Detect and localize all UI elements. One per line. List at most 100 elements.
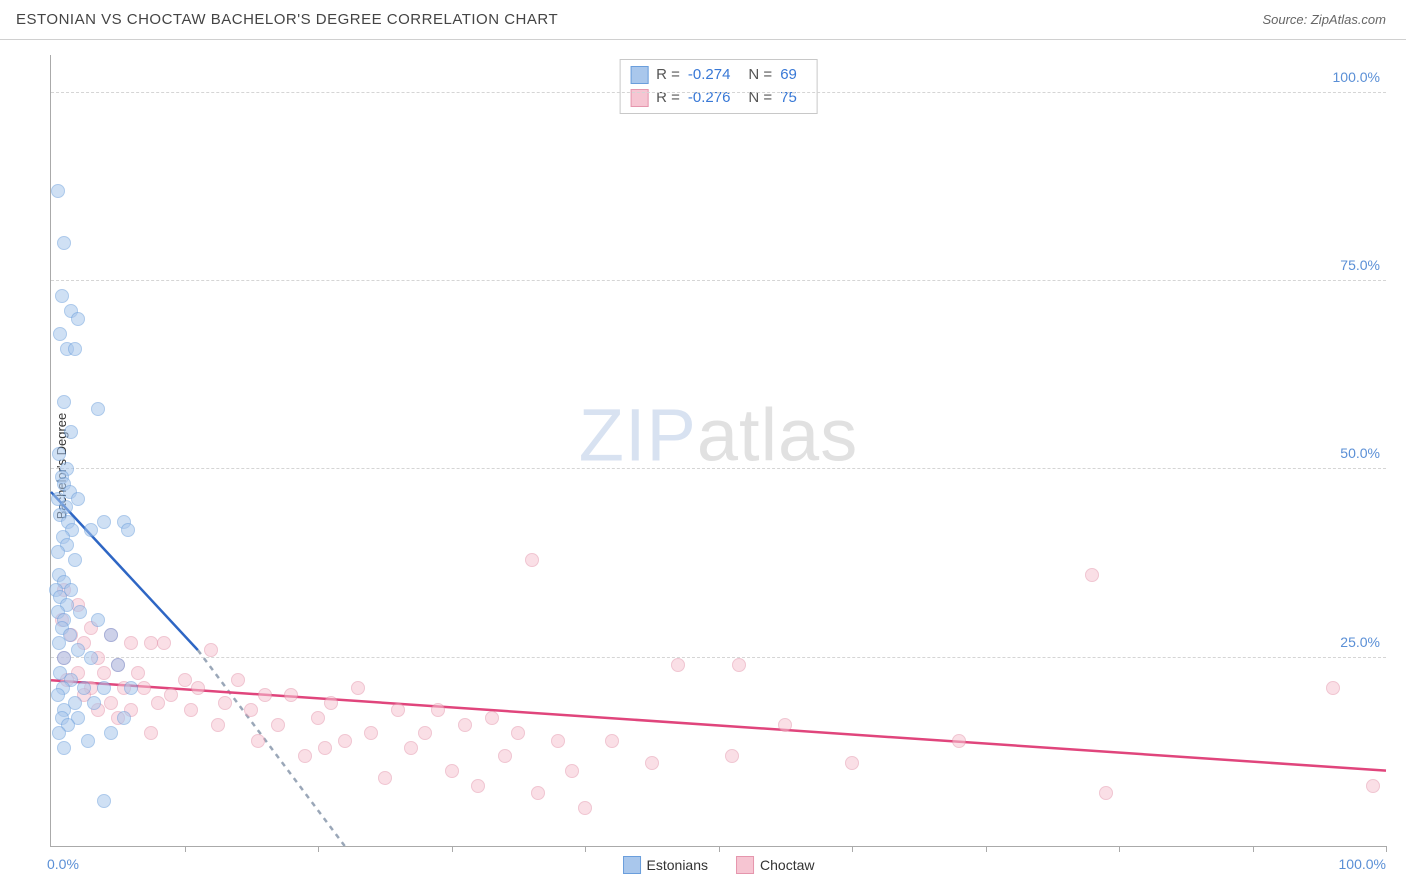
data-point-estonians bbox=[84, 651, 98, 665]
correlation-row-choctaw: R = -0.276 N = 75 bbox=[630, 87, 807, 110]
data-point-estonians bbox=[57, 741, 71, 755]
data-point-choctaw bbox=[151, 696, 165, 710]
data-point-estonians bbox=[104, 628, 118, 642]
data-point-choctaw bbox=[578, 801, 592, 815]
data-point-choctaw bbox=[204, 643, 218, 657]
correlation-row-estonians: R = -0.274 N = 69 bbox=[630, 64, 807, 87]
r-label: R = bbox=[656, 87, 680, 110]
r-value-choctaw: -0.276 bbox=[688, 87, 731, 110]
data-point-estonians bbox=[68, 342, 82, 356]
data-point-estonians bbox=[91, 402, 105, 416]
data-point-choctaw bbox=[178, 673, 192, 687]
data-point-choctaw bbox=[157, 636, 171, 650]
data-point-choctaw bbox=[258, 688, 272, 702]
source-prefix: Source: bbox=[1262, 12, 1310, 27]
data-point-choctaw bbox=[364, 726, 378, 740]
data-point-choctaw bbox=[391, 703, 405, 717]
data-point-estonians bbox=[53, 327, 67, 341]
data-point-estonians bbox=[57, 236, 71, 250]
grid-line bbox=[51, 280, 1386, 281]
data-point-estonians bbox=[52, 447, 66, 461]
data-point-estonians bbox=[71, 492, 85, 506]
grid-line bbox=[51, 468, 1386, 469]
data-point-estonians bbox=[117, 711, 131, 725]
data-point-choctaw bbox=[1099, 786, 1113, 800]
n-value-choctaw: 75 bbox=[780, 87, 797, 110]
x-tick bbox=[1253, 846, 1254, 852]
data-point-choctaw bbox=[318, 741, 332, 755]
data-point-choctaw bbox=[218, 696, 232, 710]
data-point-estonians bbox=[71, 312, 85, 326]
x-tick bbox=[185, 846, 186, 852]
x-tick-max: 100.0% bbox=[1339, 856, 1386, 872]
x-tick-min: 0.0% bbox=[47, 856, 79, 872]
y-tick-label: 100.0% bbox=[1333, 69, 1380, 85]
source-attribution: Source: ZipAtlas.com bbox=[1262, 12, 1386, 27]
data-point-estonians bbox=[51, 545, 65, 559]
data-point-choctaw bbox=[778, 718, 792, 732]
data-point-choctaw bbox=[845, 756, 859, 770]
correlation-legend: R = -0.274 N = 69 R = -0.276 N = 75 bbox=[619, 59, 818, 114]
legend-item-estonians: Estonians bbox=[623, 856, 708, 874]
data-point-choctaw bbox=[144, 636, 158, 650]
data-point-choctaw bbox=[164, 688, 178, 702]
data-point-choctaw bbox=[531, 786, 545, 800]
grid-line bbox=[51, 92, 1386, 93]
data-point-choctaw bbox=[124, 636, 138, 650]
data-point-choctaw bbox=[191, 681, 205, 695]
data-point-choctaw bbox=[565, 764, 579, 778]
data-point-estonians bbox=[81, 734, 95, 748]
data-point-estonians bbox=[73, 605, 87, 619]
data-point-estonians bbox=[51, 688, 65, 702]
data-point-choctaw bbox=[498, 749, 512, 763]
y-tick-label: 25.0% bbox=[1340, 634, 1380, 650]
data-point-choctaw bbox=[1326, 681, 1340, 695]
data-point-estonians bbox=[91, 613, 105, 627]
chart-header: ESTONIAN VS CHOCTAW BACHELOR'S DEGREE CO… bbox=[0, 0, 1406, 40]
data-point-choctaw bbox=[137, 681, 151, 695]
legend-label-estonians: Estonians bbox=[647, 857, 708, 873]
swatch-estonians bbox=[630, 66, 648, 84]
data-point-estonians bbox=[121, 523, 135, 537]
data-point-choctaw bbox=[211, 718, 225, 732]
data-point-choctaw bbox=[445, 764, 459, 778]
data-point-choctaw bbox=[645, 756, 659, 770]
data-point-choctaw bbox=[1085, 568, 1099, 582]
data-point-choctaw bbox=[378, 771, 392, 785]
n-label: N = bbox=[748, 64, 772, 87]
data-point-estonians bbox=[84, 523, 98, 537]
chart-body: Bachelor's Degree ZIPatlas R = -0.274 N … bbox=[0, 40, 1406, 892]
data-point-choctaw bbox=[431, 703, 445, 717]
data-point-choctaw bbox=[458, 718, 472, 732]
x-tick bbox=[452, 846, 453, 852]
data-point-estonians bbox=[111, 658, 125, 672]
x-tick bbox=[986, 846, 987, 852]
swatch-estonians bbox=[623, 856, 641, 874]
n-label: N = bbox=[748, 87, 772, 110]
data-point-choctaw bbox=[311, 711, 325, 725]
data-point-choctaw bbox=[271, 718, 285, 732]
x-tick bbox=[852, 846, 853, 852]
trend-lines bbox=[51, 55, 1386, 846]
data-point-choctaw bbox=[404, 741, 418, 755]
data-point-choctaw bbox=[732, 658, 746, 672]
swatch-choctaw bbox=[736, 856, 754, 874]
legend-label-choctaw: Choctaw bbox=[760, 857, 814, 873]
data-point-estonians bbox=[55, 289, 69, 303]
data-point-choctaw bbox=[231, 673, 245, 687]
data-point-estonians bbox=[104, 726, 118, 740]
data-point-choctaw bbox=[184, 703, 198, 717]
data-point-estonians bbox=[52, 636, 66, 650]
data-point-choctaw bbox=[605, 734, 619, 748]
data-point-estonians bbox=[77, 681, 91, 695]
data-point-choctaw bbox=[418, 726, 432, 740]
series-legend: Estonians Choctaw bbox=[623, 856, 815, 874]
x-tick bbox=[1386, 846, 1387, 852]
data-point-estonians bbox=[71, 643, 85, 657]
data-point-choctaw bbox=[144, 726, 158, 740]
r-value-estonians: -0.274 bbox=[688, 64, 731, 87]
data-point-choctaw bbox=[284, 688, 298, 702]
data-point-choctaw bbox=[485, 711, 499, 725]
data-point-choctaw bbox=[298, 749, 312, 763]
legend-item-choctaw: Choctaw bbox=[736, 856, 814, 874]
